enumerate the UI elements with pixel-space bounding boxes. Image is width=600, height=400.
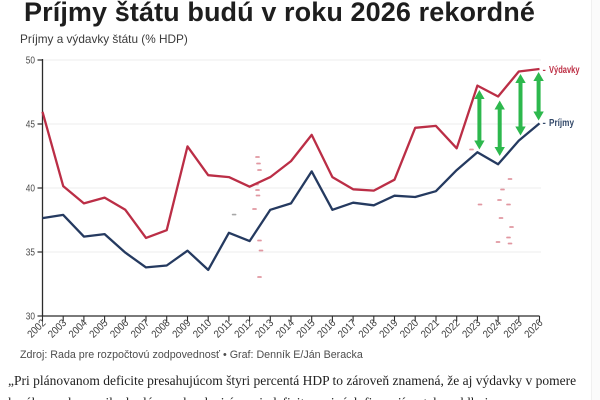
svg-text:40: 40 — [26, 184, 36, 195]
svg-text:Výdavky: Výdavky — [549, 65, 580, 76]
svg-text:2011: 2011 — [211, 317, 234, 340]
svg-text:35: 35 — [26, 248, 36, 259]
svg-text:2025: 2025 — [501, 317, 524, 340]
svg-text:2006: 2006 — [108, 317, 131, 340]
svg-text:2003: 2003 — [46, 317, 69, 340]
svg-text:2026: 2026 — [522, 317, 545, 340]
svg-text:2024: 2024 — [481, 317, 504, 340]
svg-text:2015: 2015 — [294, 317, 317, 340]
svg-text:2022: 2022 — [439, 317, 462, 340]
svg-text:2007: 2007 — [129, 317, 152, 340]
svg-text:30: 30 — [26, 312, 36, 323]
svg-text:45: 45 — [26, 120, 36, 131]
svg-text:2004: 2004 — [66, 317, 89, 340]
svg-text:2019: 2019 — [377, 317, 400, 340]
svg-text:Príjmy: Príjmy — [549, 118, 574, 129]
svg-text:2016: 2016 — [315, 317, 338, 340]
svg-text:2018: 2018 — [356, 317, 379, 340]
svg-text:2021: 2021 — [419, 317, 442, 340]
svg-text:2012: 2012 — [232, 317, 255, 340]
svg-text:2010: 2010 — [191, 317, 214, 340]
svg-text:-: - — [543, 65, 546, 76]
svg-text:2008: 2008 — [149, 317, 172, 340]
svg-text:2005: 2005 — [87, 317, 110, 340]
svg-text:-: - — [543, 118, 546, 129]
svg-text:2020: 2020 — [398, 317, 421, 340]
svg-text:2009: 2009 — [170, 317, 193, 340]
svg-text:2017: 2017 — [336, 317, 359, 340]
svg-text:2023: 2023 — [460, 317, 483, 340]
svg-text:2013: 2013 — [253, 317, 276, 340]
svg-text:50: 50 — [26, 56, 36, 67]
svg-text:2014: 2014 — [274, 317, 297, 340]
